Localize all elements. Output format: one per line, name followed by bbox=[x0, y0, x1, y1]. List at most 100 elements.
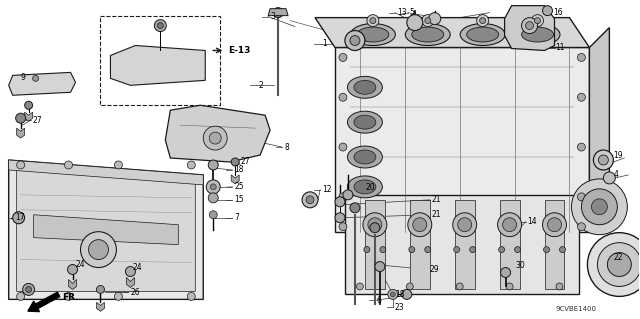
Circle shape bbox=[154, 19, 166, 32]
Circle shape bbox=[406, 283, 413, 290]
Circle shape bbox=[115, 161, 122, 169]
Circle shape bbox=[498, 213, 522, 237]
Text: 9: 9 bbox=[20, 73, 26, 82]
Circle shape bbox=[577, 54, 586, 62]
Circle shape bbox=[339, 143, 347, 151]
Polygon shape bbox=[9, 160, 204, 185]
Circle shape bbox=[577, 223, 586, 231]
Text: 24: 24 bbox=[76, 260, 85, 269]
Text: 24: 24 bbox=[132, 263, 142, 272]
Polygon shape bbox=[454, 200, 475, 289]
Circle shape bbox=[388, 289, 398, 300]
Circle shape bbox=[273, 8, 283, 18]
Circle shape bbox=[572, 179, 627, 235]
Circle shape bbox=[306, 196, 314, 204]
Circle shape bbox=[409, 247, 415, 253]
FancyArrow shape bbox=[28, 292, 60, 312]
Ellipse shape bbox=[348, 111, 382, 133]
Ellipse shape bbox=[348, 176, 382, 198]
Circle shape bbox=[302, 192, 318, 208]
Ellipse shape bbox=[348, 146, 382, 168]
Text: 14: 14 bbox=[527, 217, 537, 226]
Text: 26: 26 bbox=[131, 288, 140, 297]
Text: 11: 11 bbox=[556, 43, 565, 52]
Polygon shape bbox=[315, 18, 589, 48]
Circle shape bbox=[591, 199, 607, 215]
Circle shape bbox=[68, 264, 77, 274]
Circle shape bbox=[454, 247, 460, 253]
Circle shape bbox=[208, 160, 218, 170]
Ellipse shape bbox=[412, 27, 444, 42]
Circle shape bbox=[593, 150, 613, 170]
Text: 21: 21 bbox=[432, 195, 441, 204]
Circle shape bbox=[502, 218, 516, 232]
Circle shape bbox=[33, 75, 38, 81]
Circle shape bbox=[500, 268, 511, 278]
Circle shape bbox=[456, 283, 463, 290]
Ellipse shape bbox=[522, 27, 554, 42]
Text: 9CVBE1400: 9CVBE1400 bbox=[556, 306, 596, 312]
Circle shape bbox=[15, 113, 26, 123]
Polygon shape bbox=[504, 6, 554, 50]
Ellipse shape bbox=[467, 27, 499, 42]
Text: 23: 23 bbox=[395, 303, 404, 312]
Circle shape bbox=[577, 193, 586, 201]
Circle shape bbox=[65, 293, 72, 300]
Circle shape bbox=[499, 247, 504, 253]
Circle shape bbox=[339, 223, 347, 231]
Circle shape bbox=[452, 213, 477, 237]
Circle shape bbox=[543, 247, 550, 253]
Polygon shape bbox=[34, 215, 179, 245]
Circle shape bbox=[556, 283, 563, 290]
Text: 20: 20 bbox=[366, 183, 376, 192]
Circle shape bbox=[458, 218, 472, 232]
Circle shape bbox=[208, 193, 218, 203]
Circle shape bbox=[547, 218, 561, 232]
Circle shape bbox=[408, 213, 432, 237]
Circle shape bbox=[380, 247, 386, 253]
Circle shape bbox=[88, 240, 108, 260]
Circle shape bbox=[65, 161, 72, 169]
Circle shape bbox=[506, 283, 513, 290]
Circle shape bbox=[367, 15, 379, 26]
Circle shape bbox=[543, 6, 552, 16]
Ellipse shape bbox=[354, 150, 376, 164]
Polygon shape bbox=[25, 112, 33, 121]
Text: 7: 7 bbox=[234, 213, 239, 222]
Circle shape bbox=[588, 233, 640, 296]
Circle shape bbox=[356, 283, 364, 290]
Circle shape bbox=[422, 15, 434, 26]
Text: 16: 16 bbox=[554, 8, 563, 17]
Circle shape bbox=[534, 18, 541, 24]
Text: 18: 18 bbox=[395, 290, 404, 299]
Circle shape bbox=[209, 211, 217, 219]
Circle shape bbox=[339, 93, 347, 101]
Circle shape bbox=[402, 289, 412, 300]
Circle shape bbox=[231, 158, 239, 166]
Text: 18: 18 bbox=[234, 166, 244, 174]
Bar bbox=[100, 16, 220, 105]
Circle shape bbox=[81, 232, 116, 268]
Ellipse shape bbox=[354, 180, 376, 194]
Polygon shape bbox=[268, 9, 288, 16]
Circle shape bbox=[559, 247, 566, 253]
Circle shape bbox=[188, 293, 195, 300]
Circle shape bbox=[97, 286, 104, 293]
Text: FR.: FR. bbox=[63, 293, 79, 302]
Circle shape bbox=[370, 18, 376, 24]
Polygon shape bbox=[500, 200, 520, 289]
Circle shape bbox=[470, 247, 476, 253]
Text: 8: 8 bbox=[284, 143, 289, 152]
Circle shape bbox=[363, 213, 387, 237]
Circle shape bbox=[604, 172, 615, 184]
Ellipse shape bbox=[354, 80, 376, 94]
Ellipse shape bbox=[405, 24, 450, 46]
Text: 4: 4 bbox=[613, 170, 618, 179]
Circle shape bbox=[22, 284, 35, 295]
Polygon shape bbox=[231, 175, 239, 184]
Polygon shape bbox=[365, 200, 385, 289]
Circle shape bbox=[345, 31, 365, 50]
Polygon shape bbox=[345, 195, 579, 294]
Circle shape bbox=[25, 101, 33, 109]
Polygon shape bbox=[111, 46, 205, 85]
